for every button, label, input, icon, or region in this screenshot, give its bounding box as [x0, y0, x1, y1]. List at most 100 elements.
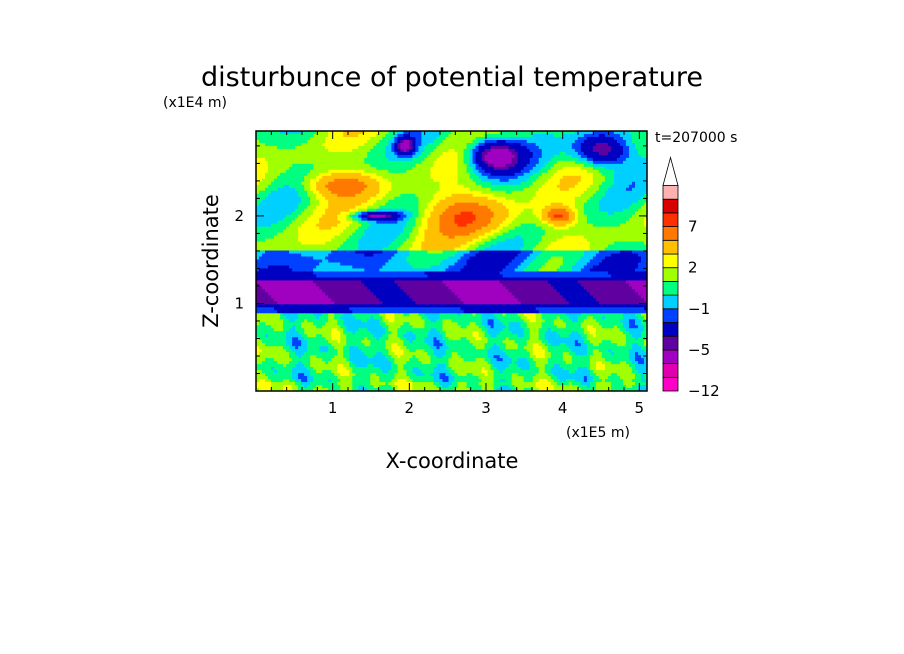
- contour-cell: [286, 131, 290, 135]
- contour-cell: [631, 145, 636, 150]
- contour-cell: [637, 223, 642, 228]
- contour-cell: [334, 145, 338, 150]
- contour-cell: [541, 178, 546, 183]
- contour-cell: [298, 187, 302, 192]
- contour-cell: [466, 226, 471, 231]
- contour-cell: [592, 133, 597, 138]
- contour-cell: [286, 202, 290, 207]
- contour-cell: [361, 235, 365, 240]
- contour-cell: [496, 235, 501, 240]
- contour-cell: [373, 166, 377, 171]
- contour-cell: [316, 217, 320, 222]
- contour-cell: [619, 133, 624, 138]
- contour-cell: [376, 154, 380, 159]
- contour-cell: [292, 142, 296, 147]
- contour-cell: [481, 151, 486, 156]
- contour-cell: [433, 157, 438, 162]
- contour-cell: [277, 139, 281, 144]
- contour-cell: [559, 190, 564, 195]
- contour-cell: [361, 136, 365, 141]
- contour-cell: [442, 229, 447, 234]
- contour-cell: [340, 142, 344, 147]
- contour-cell: [499, 139, 504, 144]
- contour-cell: [496, 178, 501, 183]
- contour-cell: [307, 199, 311, 204]
- contour-cell: [295, 169, 299, 174]
- contour-cell: [370, 148, 374, 153]
- contour-cell: [439, 235, 444, 240]
- contour-cell: [523, 238, 528, 243]
- contour-cell: [325, 226, 329, 231]
- contour-cell: [379, 151, 383, 156]
- contour-cell: [532, 226, 537, 231]
- contour-cell: [610, 160, 615, 165]
- contour-cell: [427, 235, 432, 240]
- contour-cell: [430, 131, 435, 135]
- contour-cell: [574, 196, 579, 201]
- contour-cell: [460, 208, 465, 213]
- contour-cell: [265, 205, 269, 210]
- contour-cell: [298, 142, 302, 147]
- contour-cell: [592, 190, 597, 195]
- contour-cell: [469, 157, 474, 162]
- contour-cell: [346, 223, 350, 228]
- contour-cell: [556, 172, 561, 177]
- contour-cell: [451, 178, 456, 183]
- contour-cell: [538, 142, 543, 147]
- contour-cell: [601, 172, 606, 177]
- contour-cell: [370, 220, 374, 225]
- contour-cell: [367, 193, 371, 198]
- contour-cell: [301, 238, 305, 243]
- contour-cell: [301, 136, 305, 141]
- contour-cell: [472, 190, 477, 195]
- contour-cell: [313, 148, 317, 153]
- contour-cell: [361, 163, 365, 168]
- contour-cell: [568, 229, 573, 234]
- contour-cell: [568, 160, 573, 165]
- contour-cell: [481, 169, 486, 174]
- contour-cell: [487, 208, 492, 213]
- contour-cell: [508, 205, 513, 210]
- contour-cell: [535, 151, 540, 156]
- contour-cell: [319, 229, 323, 234]
- contour-cell: [295, 211, 299, 216]
- contour-cell: [496, 169, 501, 174]
- contour-cell: [589, 151, 594, 156]
- contour-cell: [436, 169, 441, 174]
- contour-cell: [598, 202, 603, 207]
- contour-cell: [445, 181, 450, 186]
- contour-cell: [643, 232, 647, 237]
- contour-cell: [280, 199, 284, 204]
- contour-cell: [418, 139, 423, 144]
- contour-cell: [517, 214, 522, 219]
- contour-cell: [325, 133, 329, 138]
- contour-cell: [466, 184, 471, 189]
- contour-cell: [397, 151, 401, 156]
- contour-cell: [433, 196, 438, 201]
- contour-cell: [394, 235, 398, 240]
- contour-cell: [520, 205, 525, 210]
- contour-cell: [334, 178, 338, 183]
- contour-cell: [514, 241, 519, 246]
- contour-cell: [517, 223, 522, 228]
- contour-cell: [628, 235, 633, 240]
- contour-cell: [634, 211, 639, 216]
- contour-cell: [373, 151, 377, 156]
- contour-cell: [601, 154, 606, 159]
- contour-cell: [268, 175, 272, 180]
- contour-cell: [376, 193, 380, 198]
- contour-cell: [463, 154, 468, 159]
- contour-cell: [532, 199, 537, 204]
- contour-cell: [271, 154, 275, 159]
- contour-cell: [307, 190, 311, 195]
- contour-cell: [532, 142, 537, 147]
- contour-cell: [364, 193, 368, 198]
- contour-cell: [607, 163, 612, 168]
- contour-cell: [385, 199, 389, 204]
- contour-cell: [283, 163, 287, 168]
- contour-cell: [508, 166, 513, 171]
- contour-cell: [436, 178, 441, 183]
- contour-cell: [391, 244, 395, 249]
- contour-cell: [508, 184, 513, 189]
- contour-cell: [289, 145, 293, 150]
